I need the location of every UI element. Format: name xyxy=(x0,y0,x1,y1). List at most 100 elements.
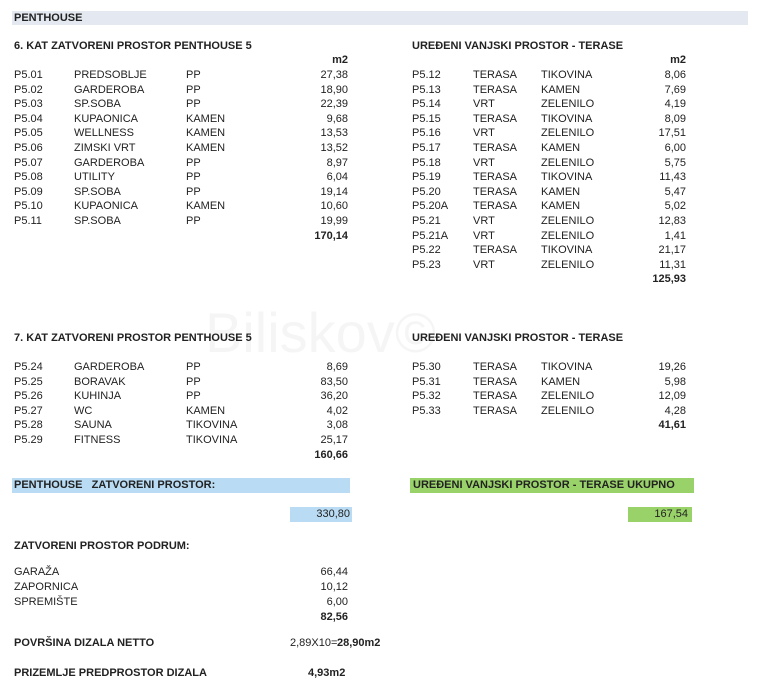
material: TIKOVINA xyxy=(186,434,238,446)
material: PP xyxy=(186,215,201,227)
area: 11,31 xyxy=(659,258,686,271)
room-name: TERASA xyxy=(473,375,518,388)
area: 8,69 xyxy=(326,361,348,373)
area: 9,68 xyxy=(326,112,348,125)
material: KAMEN xyxy=(186,127,226,140)
room-name: SAUNA xyxy=(74,419,112,432)
room-code: P5.21A xyxy=(412,229,449,242)
material: ZELENILO xyxy=(541,404,595,417)
material: PP xyxy=(186,375,201,388)
room-name: TERASA xyxy=(473,244,518,257)
material: KAMEN xyxy=(541,200,581,213)
material: PP xyxy=(186,390,201,403)
material: PP xyxy=(186,171,201,184)
area: 25,17 xyxy=(320,434,348,446)
material: ZELENILO xyxy=(541,215,595,227)
room-name: UTILITY xyxy=(74,171,115,184)
elevator-value: 28,90m2 xyxy=(337,637,381,649)
material: PP xyxy=(186,98,201,111)
room-code: P5.12 xyxy=(412,69,441,81)
area: 4,28 xyxy=(664,404,686,417)
area: 3,08 xyxy=(326,419,348,432)
room-code: P5.15 xyxy=(412,112,441,125)
header-title: PENTHOUSE xyxy=(14,12,83,24)
unit-label: m2 xyxy=(332,54,348,66)
material: KAMEN xyxy=(541,142,581,154)
area: 66,44 xyxy=(320,566,348,578)
room-code: P5.27 xyxy=(14,404,43,417)
area: 6,04 xyxy=(326,171,348,184)
room-code: P5.22 xyxy=(412,244,441,257)
material: ZELENILO xyxy=(541,258,595,271)
area: 22,39 xyxy=(320,98,348,111)
room-code: P5.31 xyxy=(412,375,441,388)
room-code: P5.23 xyxy=(412,258,441,271)
room-code: P5.30 xyxy=(412,361,441,373)
room-code: P5.04 xyxy=(14,112,43,125)
material: ZELENILO xyxy=(541,156,595,169)
watermark: Biliskov© xyxy=(205,300,436,365)
material: ZELENILO xyxy=(541,390,595,403)
room-name: SP.SOBA xyxy=(74,98,121,111)
room-code: P5.05 xyxy=(14,127,43,140)
room-name: TERASA xyxy=(473,200,518,213)
room-code: P5.13 xyxy=(412,83,441,96)
room-name: TERASA xyxy=(473,69,518,81)
room-code: P5.24 xyxy=(14,361,43,373)
room-name: WC xyxy=(74,404,93,417)
room-name: GARDEROBA xyxy=(74,83,145,96)
area: 8,06 xyxy=(664,69,686,81)
material: ZELENILO xyxy=(541,127,595,140)
area: 8,09 xyxy=(664,112,686,125)
material: PP xyxy=(186,156,201,169)
area: 36,20 xyxy=(320,390,348,403)
material: TIKOVINA xyxy=(186,419,238,432)
room-code: P5.10 xyxy=(14,200,43,213)
area: 10,60 xyxy=(320,200,348,213)
room-name: VRT xyxy=(473,156,495,169)
area: 12,83 xyxy=(658,215,686,227)
room-code: P5.32 xyxy=(412,390,441,403)
room-name: TERASA xyxy=(473,185,518,198)
room-name: ZAPORNICA xyxy=(14,581,79,593)
area: 13,52 xyxy=(320,142,348,154)
room-name: SPREMIŠTE xyxy=(14,596,78,608)
room-name: TERASA xyxy=(473,83,518,96)
section-total: 125,93 xyxy=(652,273,686,286)
material: PP xyxy=(186,69,201,81)
room-name: WELLNESS xyxy=(74,127,134,140)
area: 13,53 xyxy=(320,127,348,140)
room-name: TERASA xyxy=(473,361,518,373)
room-code: P5.18 xyxy=(412,156,441,169)
room-code: P5.33 xyxy=(412,404,441,417)
area: 5,98 xyxy=(664,375,686,388)
area: 5,02 xyxy=(664,200,686,213)
room-code: P5.29 xyxy=(14,434,43,446)
room-name: PREDSOBLJE xyxy=(74,69,147,81)
room-code: P5.02 xyxy=(14,83,43,96)
material: KAMEN xyxy=(186,404,226,417)
room-name: FITNESS xyxy=(74,434,121,446)
material: TIKOVINA xyxy=(541,361,593,373)
room-name: VRT xyxy=(473,215,495,227)
summary-label: UREĐENI VANJSKI PROSTOR - TERASE UKUPNO xyxy=(413,479,675,491)
room-code: P5.19 xyxy=(412,171,441,184)
section-total: 160,66 xyxy=(314,448,348,461)
room-code: P5.26 xyxy=(14,390,43,403)
room-name: VRT xyxy=(473,127,495,140)
room-name: VRT xyxy=(473,98,495,111)
area: 21,17 xyxy=(658,244,686,257)
section-title: 6. KAT ZATVORENI PROSTOR PENTHOUSE 5 xyxy=(14,40,252,52)
area: 10,12 xyxy=(320,581,348,593)
area: 5,47 xyxy=(664,185,686,198)
summary-value: 330,80 xyxy=(316,508,350,520)
lobby-value: 4,93m2 xyxy=(308,667,346,679)
section-total: 170,14 xyxy=(314,229,348,242)
unit-label: m2 xyxy=(670,54,686,66)
material: TIKOVINA xyxy=(541,69,593,81)
material: KAMEN xyxy=(541,375,581,388)
room-code: P5.20 xyxy=(412,185,441,198)
room-name: SP.SOBA xyxy=(74,215,121,227)
outdoor-bar xyxy=(410,478,694,493)
